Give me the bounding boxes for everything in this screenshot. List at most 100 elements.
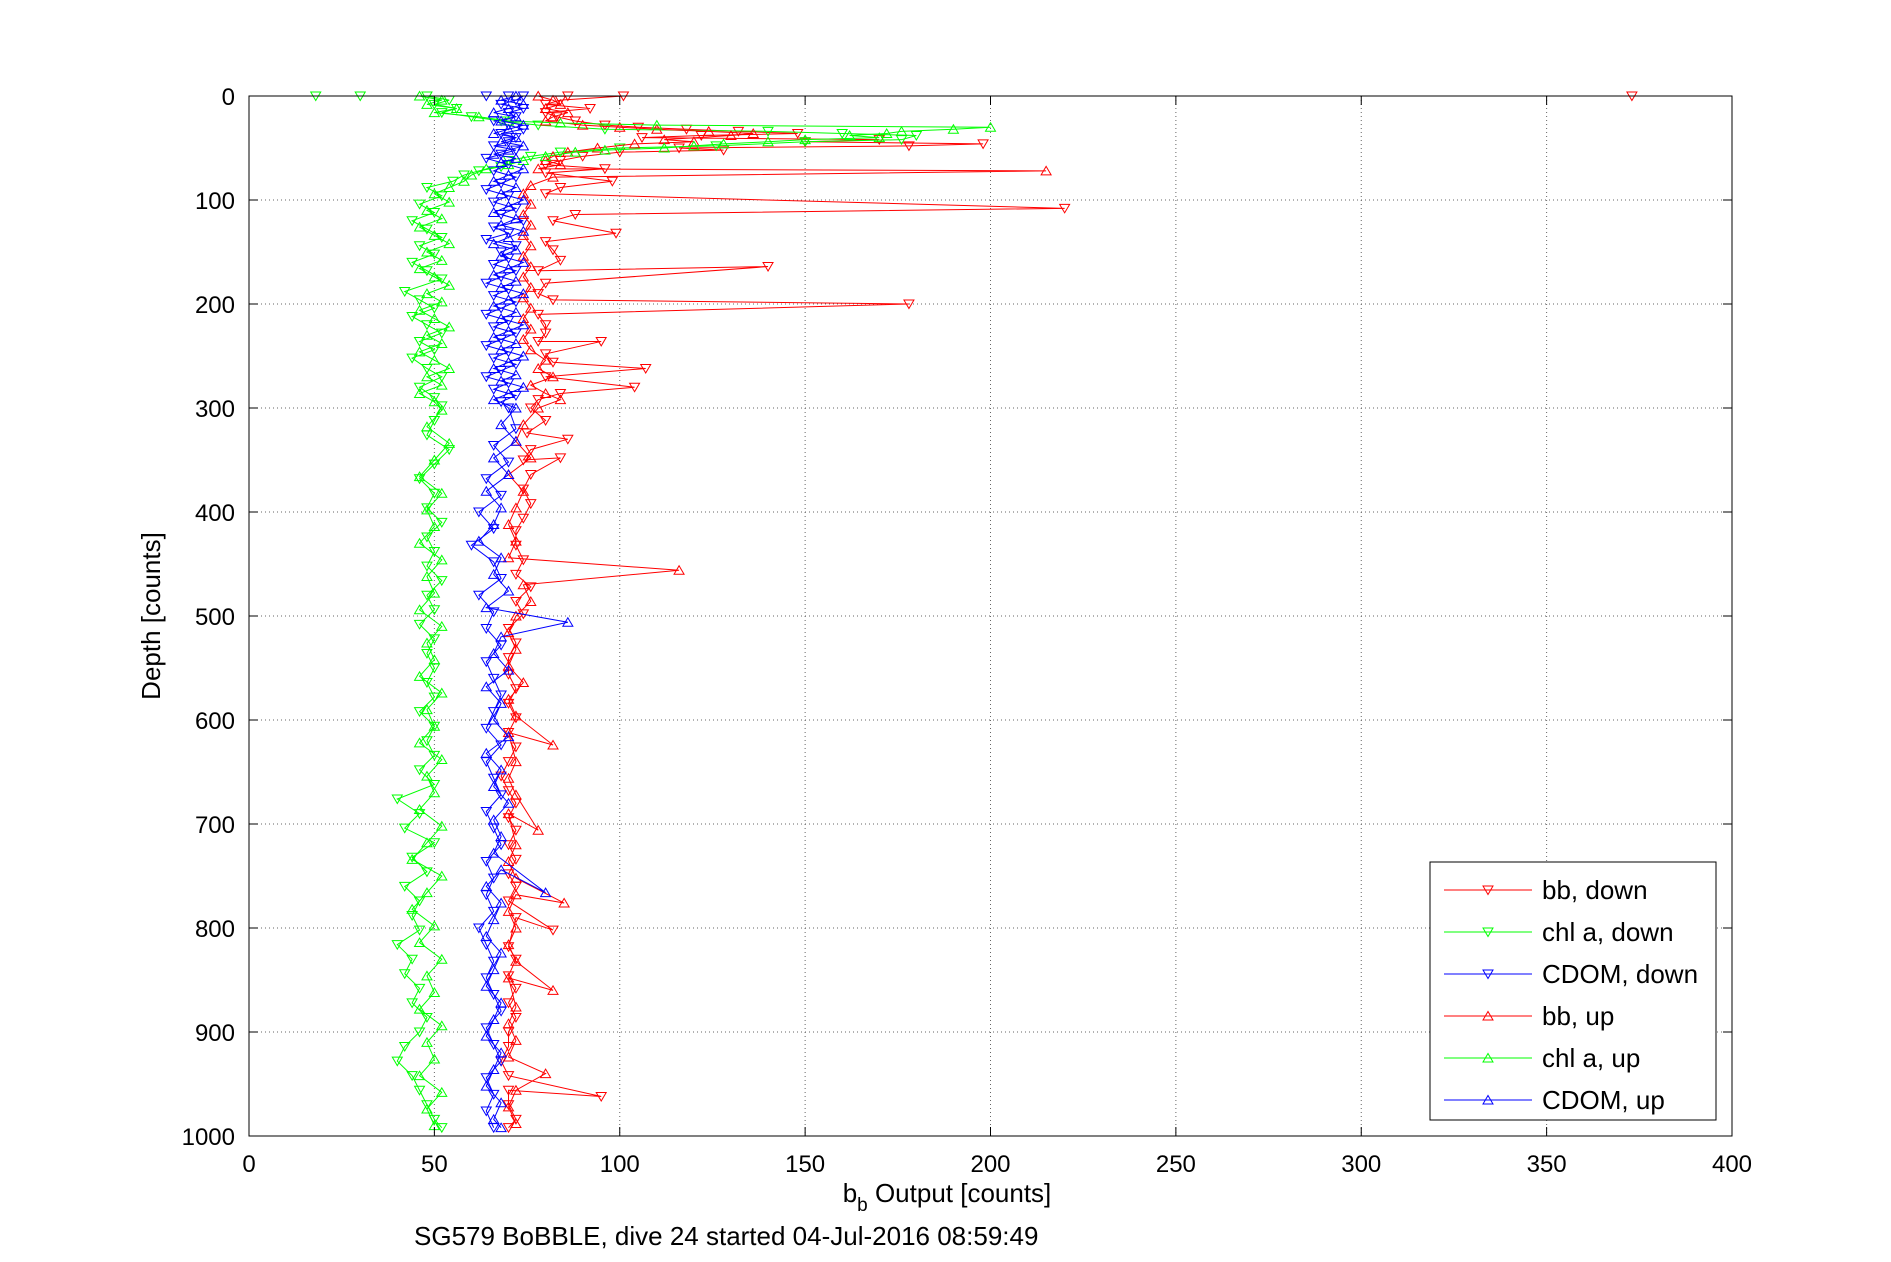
data-point <box>591 142 604 153</box>
data-point <box>428 393 441 404</box>
data-point <box>576 119 589 130</box>
data-point <box>421 590 433 601</box>
data-point <box>487 847 500 858</box>
legend-item: CDOM, down <box>1444 959 1698 989</box>
data-point <box>524 151 537 162</box>
data-point <box>495 697 507 708</box>
data-point <box>428 654 441 665</box>
data-point <box>458 170 470 181</box>
data-point <box>502 905 515 916</box>
data-point <box>517 579 530 590</box>
data-point <box>480 1080 493 1091</box>
data-point <box>510 1012 522 1023</box>
data-point <box>539 189 552 200</box>
data-point <box>421 970 433 981</box>
data-point <box>977 139 989 150</box>
data-point <box>524 344 537 355</box>
data-point <box>421 320 433 331</box>
data-point <box>435 554 448 565</box>
data-point <box>398 969 411 980</box>
data-point <box>487 773 500 784</box>
data-point <box>510 1084 522 1095</box>
data-point <box>502 144 515 155</box>
data-point <box>428 354 441 365</box>
data-point <box>510 213 522 224</box>
data-point <box>650 119 663 130</box>
data-point <box>421 421 433 432</box>
legend-item: chl a, down <box>1444 917 1674 947</box>
data-point <box>524 470 537 481</box>
data-point <box>539 387 552 398</box>
data-point <box>791 128 804 139</box>
y-tick-label: 600 <box>195 708 235 735</box>
data-point <box>502 169 515 180</box>
data-point <box>487 440 500 451</box>
data-point <box>510 955 522 966</box>
data-point <box>517 271 530 282</box>
data-point <box>502 228 515 239</box>
x-axis-label-rest: Output [counts] <box>868 1178 1052 1208</box>
data-point <box>480 474 493 485</box>
data-point <box>435 1123 448 1134</box>
data-point <box>532 402 545 413</box>
data-point <box>487 1089 500 1100</box>
data-point <box>510 756 522 767</box>
series-line-cdom-down <box>470 95 526 1128</box>
legend-label: CDOM, up <box>1542 1085 1665 1115</box>
data-point <box>480 485 493 496</box>
legend-marker <box>1482 927 1494 938</box>
data-point <box>510 275 522 286</box>
data-point <box>435 870 448 881</box>
data-point <box>413 346 426 357</box>
data-point <box>487 206 500 217</box>
data-point <box>495 690 507 701</box>
data-point <box>510 889 522 900</box>
data-point <box>502 627 515 638</box>
data-point <box>413 387 426 398</box>
y-tick-label: 500 <box>195 604 235 631</box>
data-point <box>495 250 507 261</box>
data-point <box>524 179 537 190</box>
data-point <box>428 229 441 240</box>
data-point <box>428 920 441 931</box>
data-point <box>487 714 500 725</box>
data-point <box>435 338 448 349</box>
data-point <box>443 238 456 249</box>
data-point <box>421 570 433 581</box>
data-point <box>480 723 493 734</box>
data-point <box>421 637 433 648</box>
data-point <box>495 997 507 1008</box>
data-point <box>406 1071 419 1082</box>
data-point <box>1058 203 1071 214</box>
data-point <box>413 304 426 315</box>
data-point <box>524 281 537 292</box>
data-point <box>487 331 500 342</box>
data-point <box>428 396 441 407</box>
data-point <box>502 102 515 113</box>
data-point <box>487 647 500 658</box>
data-point <box>510 402 522 413</box>
data-point <box>561 107 574 118</box>
data-point <box>413 765 426 776</box>
data-point <box>435 487 448 498</box>
data-point <box>569 146 582 157</box>
data-point <box>495 136 507 147</box>
data-point <box>398 1042 411 1053</box>
data-point <box>510 643 522 654</box>
legend: bb, down chl a, down CDOM, down bb, up chl a… <box>1429 861 1717 1121</box>
tick-marks <box>248 95 1733 1137</box>
x-tick-label: 50 <box>421 1151 448 1178</box>
data-point <box>443 196 456 207</box>
data-point <box>421 204 433 215</box>
data-point <box>502 469 515 480</box>
data-point <box>547 171 559 182</box>
data-point <box>421 648 433 659</box>
data-point <box>398 881 411 892</box>
data-point <box>413 263 426 274</box>
data-point <box>502 1085 515 1096</box>
series-line-chl-a-up <box>411 95 991 1126</box>
data-point <box>510 306 522 317</box>
data-point <box>502 1071 515 1082</box>
data-point <box>421 837 433 848</box>
data-point <box>487 873 500 884</box>
